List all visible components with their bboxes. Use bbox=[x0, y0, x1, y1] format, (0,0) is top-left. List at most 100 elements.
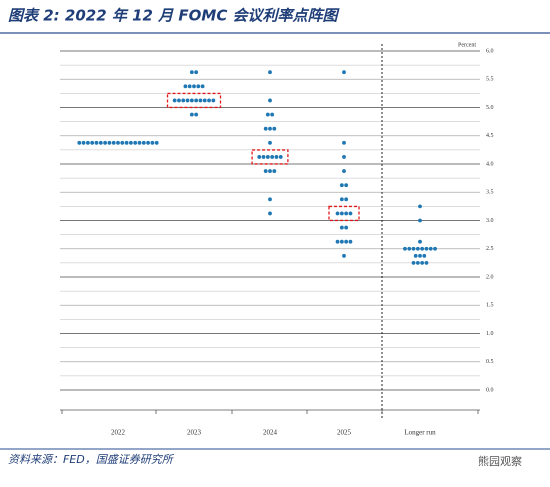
dot bbox=[172, 98, 177, 103]
dot bbox=[124, 140, 129, 145]
dot bbox=[272, 126, 277, 131]
dot bbox=[418, 218, 422, 223]
dot bbox=[403, 246, 407, 251]
dot bbox=[411, 260, 416, 265]
y-axis-label: Percent bbox=[458, 42, 476, 48]
y-tick-label: 4.0 bbox=[486, 161, 494, 167]
dot bbox=[268, 98, 272, 103]
dot bbox=[120, 140, 125, 145]
dot bbox=[194, 70, 199, 75]
y-tick-label: 4.5 bbox=[486, 133, 494, 139]
x-tick-label: 2025 bbox=[337, 429, 352, 437]
dot bbox=[422, 253, 427, 258]
dot bbox=[185, 98, 190, 103]
dot bbox=[202, 98, 207, 103]
dot bbox=[189, 70, 194, 75]
dot bbox=[420, 260, 425, 265]
dot bbox=[339, 211, 344, 216]
dot bbox=[154, 140, 159, 145]
dot bbox=[150, 140, 155, 145]
dot bbox=[268, 70, 272, 75]
dot bbox=[433, 246, 437, 251]
dot bbox=[268, 169, 272, 173]
dot bbox=[274, 155, 279, 159]
dot bbox=[348, 239, 353, 244]
y-tick-label: 6.0 bbox=[486, 48, 494, 54]
median-box bbox=[166, 92, 222, 109]
dot bbox=[194, 112, 199, 117]
dot bbox=[413, 253, 418, 258]
dot bbox=[415, 246, 420, 251]
dot bbox=[428, 246, 433, 251]
dot bbox=[211, 98, 216, 103]
dot bbox=[181, 98, 186, 103]
y-tick-label: 2.0 bbox=[486, 274, 494, 280]
source: 资料来源：FED，国盛证券研究所 bbox=[8, 453, 175, 466]
dot bbox=[268, 211, 272, 216]
dot bbox=[263, 169, 268, 173]
chart-title: 图表 2: 2022 年 12 月 FOMC 会议利率点阵图 bbox=[8, 7, 341, 25]
y-tick-label: 3.0 bbox=[486, 218, 494, 224]
dot bbox=[268, 197, 272, 202]
dot bbox=[196, 84, 201, 89]
dot bbox=[348, 211, 353, 216]
dot bbox=[344, 197, 349, 202]
dot bbox=[407, 246, 412, 251]
dot bbox=[272, 169, 277, 173]
dot bbox=[265, 112, 270, 117]
y-tick-label: 1.5 bbox=[486, 303, 494, 309]
x-tick-label: 2023 bbox=[187, 429, 202, 437]
dot bbox=[183, 84, 188, 89]
dot bbox=[146, 140, 151, 145]
dot bbox=[261, 155, 266, 159]
y-tick-label: 3.5 bbox=[486, 190, 494, 196]
dot bbox=[342, 140, 346, 145]
y-tick-label: 0.0 bbox=[486, 387, 494, 393]
dot bbox=[342, 155, 346, 159]
y-tick-label: 1.0 bbox=[486, 331, 494, 337]
y-tick-label: 2.5 bbox=[486, 246, 494, 252]
median-box bbox=[328, 205, 360, 222]
dot bbox=[418, 253, 422, 258]
dot bbox=[411, 246, 416, 251]
dot bbox=[116, 140, 120, 145]
dot bbox=[424, 246, 429, 251]
dot bbox=[137, 140, 142, 145]
dot bbox=[194, 98, 199, 103]
x-tick-label: 2022 bbox=[111, 429, 126, 437]
dot bbox=[111, 140, 116, 145]
dot bbox=[415, 260, 420, 265]
dot bbox=[268, 140, 272, 145]
y-tick-label: 5.5 bbox=[486, 77, 494, 83]
dot bbox=[200, 84, 205, 89]
dot bbox=[129, 140, 133, 145]
x-tick-label: 2024 bbox=[263, 429, 278, 437]
y-tick-label: 0.5 bbox=[486, 359, 494, 365]
dot bbox=[189, 112, 194, 117]
y-tick-label: 5.0 bbox=[486, 105, 494, 111]
dot bbox=[418, 204, 422, 209]
dot bbox=[94, 140, 99, 145]
dot bbox=[189, 98, 194, 103]
dot bbox=[344, 211, 349, 216]
dot bbox=[344, 225, 349, 230]
dot bbox=[342, 169, 346, 173]
x-tick-label: Longer run bbox=[404, 429, 436, 437]
dot bbox=[344, 239, 349, 244]
watermark: 熊园观察 bbox=[478, 454, 522, 468]
dot bbox=[207, 98, 211, 103]
dot bbox=[278, 155, 283, 159]
dot bbox=[98, 140, 103, 145]
dot bbox=[344, 183, 349, 188]
dot bbox=[263, 126, 268, 131]
dot bbox=[107, 140, 112, 145]
dot bbox=[265, 155, 270, 159]
dot bbox=[90, 140, 95, 145]
dot bbox=[342, 253, 346, 258]
dot bbox=[339, 239, 344, 244]
dot bbox=[335, 239, 340, 244]
dot bbox=[418, 239, 422, 244]
dot bbox=[177, 98, 181, 103]
dot bbox=[77, 140, 82, 145]
